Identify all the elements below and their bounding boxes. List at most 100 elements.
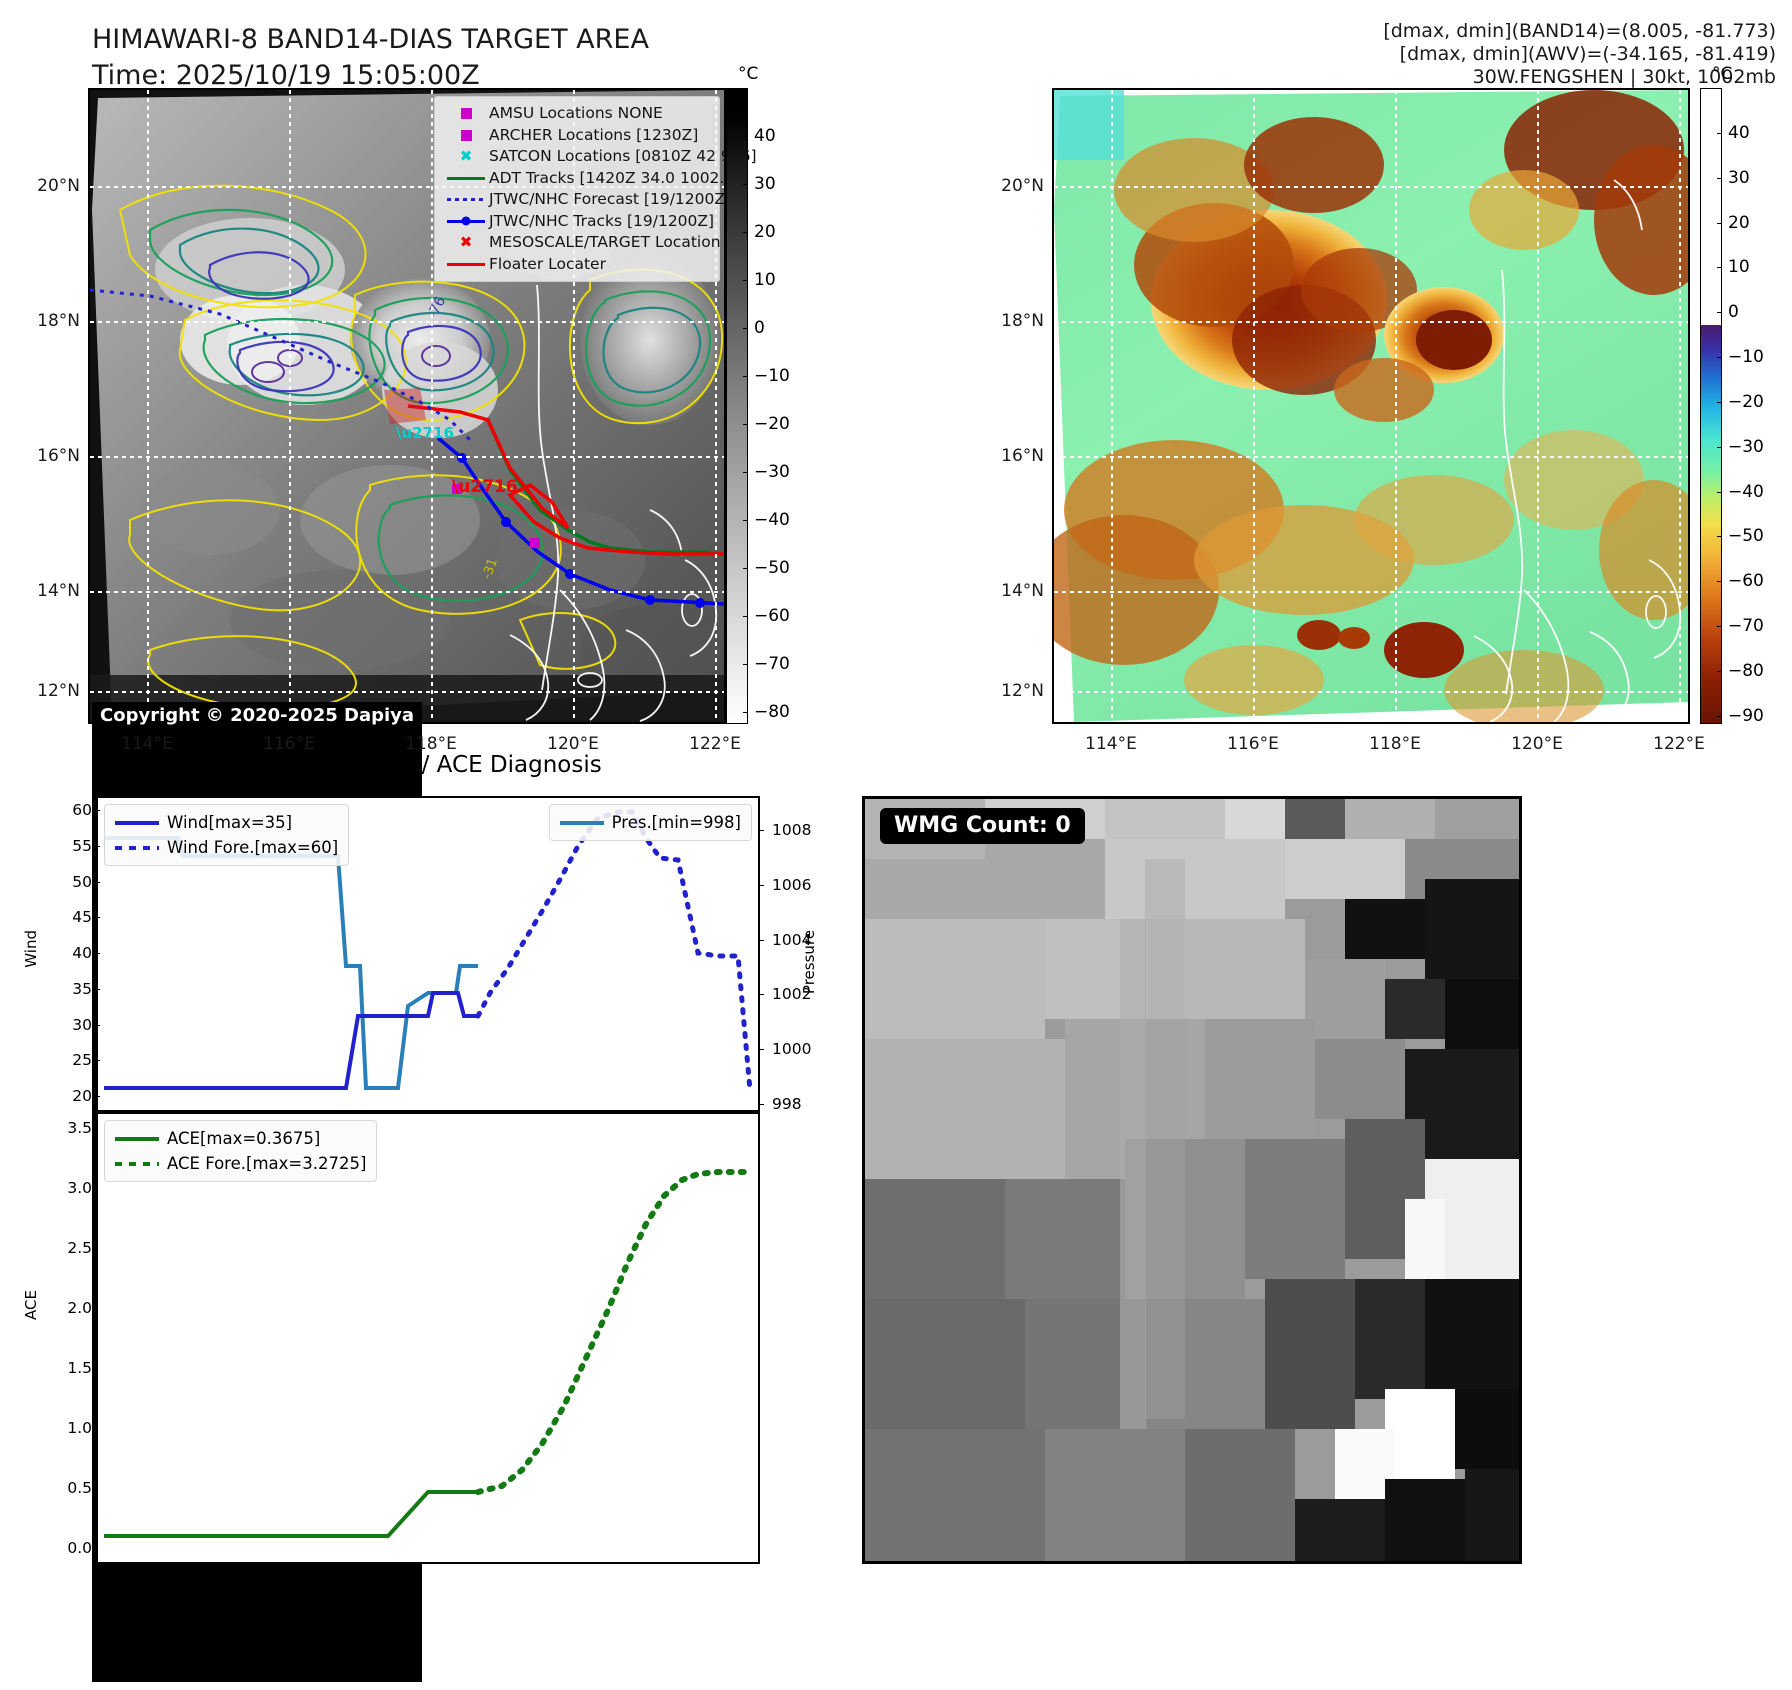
color-colorbar-tick: 40 xyxy=(1728,122,1750,143)
gray-colorbar-tickmark xyxy=(743,280,748,282)
legend-item-pressure[interactable]: Pres.[min=998] xyxy=(559,810,741,835)
wind-axis-tickmark xyxy=(94,1096,100,1097)
grid-line-vertical xyxy=(715,90,717,722)
awv-lat-tick: 16°N xyxy=(1001,446,1044,466)
pressure-axis-tickmark xyxy=(758,994,764,996)
legend-item-ace-forecast[interactable]: ACE Fore.[max=3.2725] xyxy=(115,1151,366,1176)
legend-item-jtwc-tracks[interactable]: JTWC/NHC Tracks [19/1200Z] xyxy=(443,211,714,233)
ace-forecast-dotted-line-icon xyxy=(115,1161,167,1166)
awv-satellite-map[interactable] xyxy=(1052,88,1690,724)
legend-label: ACE[max=0.3675] xyxy=(167,1129,321,1148)
legend-label: SATCON Locations [0810Z 42 996] xyxy=(489,147,757,165)
pressure-axis-tick: 1008 xyxy=(772,821,812,839)
pressure-axis-tick: 1004 xyxy=(772,930,812,949)
legend-item-adt-tracks[interactable]: ADT Tracks [1420Z 34.0 1002.4] xyxy=(443,168,740,190)
wind-solid-line-icon xyxy=(115,820,167,825)
grid-line-vertical xyxy=(573,90,575,722)
legend-label: ADT Tracks [1420Z 34.0 1002.4] xyxy=(489,168,741,187)
color-colorbar-tickmark xyxy=(1717,132,1722,134)
grid-line-horizontal xyxy=(1054,591,1688,593)
gray-colorbar-tick: −10 xyxy=(754,366,790,387)
gray-colorbar-tickmark xyxy=(743,136,748,138)
legend-label: Wind Fore.[max=60] xyxy=(167,838,339,857)
ace-axis-tick: 3.0 xyxy=(67,1179,92,1197)
grid-line-horizontal xyxy=(1054,321,1688,323)
legend-label: Pres.[min=998] xyxy=(611,813,741,832)
legend-label: MESOSCALE/TARGET Location xyxy=(489,233,721,251)
ace-observed-line xyxy=(104,1490,478,1538)
color-colorbar-tickmark xyxy=(1717,670,1722,672)
color-colorbar-tick: 10 xyxy=(1728,257,1750,278)
color-colorbar-tick: −90 xyxy=(1728,705,1764,726)
gray-colorbar-tick: 10 xyxy=(754,270,776,291)
wind-axis-tick: 45 xyxy=(72,908,92,927)
ace-axis-tick: 2.0 xyxy=(67,1299,92,1317)
pres-observed-line xyxy=(104,836,478,1090)
grid-line-horizontal xyxy=(90,321,724,323)
header-info-block: [dmax, dmin](BAND14)=(8.005, -81.773) [dm… xyxy=(1383,20,1776,89)
color-colorbar-tick: −80 xyxy=(1728,660,1764,681)
pressure-axis-tickmark xyxy=(758,1104,764,1105)
ir-lon-tick: 116°E xyxy=(263,734,315,754)
grid-line-horizontal xyxy=(1054,456,1688,458)
grid-line-horizontal xyxy=(90,456,724,458)
legend-label: Floater Locater xyxy=(489,254,606,273)
wmg-grid-image xyxy=(865,799,1519,1561)
legend-label: ARCHER Locations [1230Z] xyxy=(489,125,699,144)
wind-axis-tick: 50 xyxy=(72,872,92,891)
legend-label: JTWC/NHC Forecast [19/1200Z] xyxy=(489,190,732,208)
grid-line-vertical xyxy=(1395,90,1397,722)
wmg-grid-panel[interactable] xyxy=(862,796,1522,1564)
legend-item-jtwc-forecast[interactable]: JTWC/NHC Forecast [19/1200Z] xyxy=(443,189,731,211)
gray-colorbar-tickmark xyxy=(743,664,748,666)
legend-item-ace[interactable]: ACE[max=0.3675] xyxy=(115,1126,366,1151)
color-colorbar-tickmark xyxy=(1717,222,1722,224)
wind-axis-tickmark xyxy=(94,881,100,883)
grid-line-vertical xyxy=(1253,90,1255,722)
gray-colorbar-tickmark xyxy=(743,616,748,618)
grid-line-vertical xyxy=(289,90,291,722)
svg-text:-31: -31 xyxy=(480,556,501,581)
color-colorbar-tickmark xyxy=(1717,715,1722,717)
wind-axis-tickmark xyxy=(94,845,100,847)
gray-colorbar-tickmark xyxy=(743,712,748,714)
jtwc-track-marker-line-icon xyxy=(443,211,489,233)
pressure-line-icon xyxy=(559,820,612,825)
color-colorbar-tickmark xyxy=(1717,312,1722,314)
wind-pressure-chart[interactable]: Wind[max=35] Wind Fore.[max=60] Pres.[mi… xyxy=(96,796,760,1112)
awv-lon-tick: 122°E xyxy=(1653,734,1705,754)
ir-lat-tick: 18°N xyxy=(37,311,80,331)
ace-axis-tick: 0.0 xyxy=(67,1539,92,1557)
awv-lat-tick: 14°N xyxy=(1001,581,1044,601)
ace-chart[interactable]: ACE[max=0.3675] ACE Fore.[max=3.2725] xyxy=(96,1112,760,1564)
ace-axis-tick: 2.5 xyxy=(67,1239,92,1257)
legend-item-mesoscale-target[interactable]: ✖ MESOSCALE/TARGET Location xyxy=(443,232,721,254)
wind-axis-tickmark xyxy=(94,1060,100,1062)
svg-text:\u2716: \u2716 xyxy=(452,477,518,497)
color-colorbar xyxy=(1700,88,1722,724)
legend-item-floater-locater[interactable]: Floater Locater xyxy=(443,254,711,276)
pressure-axis-tick: 998 xyxy=(772,1095,802,1113)
wind-axis-tick: 25 xyxy=(72,1051,92,1070)
color-colorbar-tick: −20 xyxy=(1728,391,1764,412)
legend-item-amsu[interactable]: AMSU Locations NONE xyxy=(443,103,711,125)
pressure-axis-tickmark xyxy=(758,1049,764,1051)
awv-lon-tick: 114°E xyxy=(1085,734,1137,754)
legend-item-wind[interactable]: Wind[max=35] xyxy=(115,810,338,835)
grid-line-horizontal xyxy=(90,186,724,188)
wind-axis-tick: 20 xyxy=(72,1087,92,1105)
color-colorbar-unit: °C xyxy=(1712,64,1733,84)
legend-item-wind-forecast[interactable]: Wind Fore.[max=60] xyxy=(115,835,338,860)
gray-colorbar-tick: −50 xyxy=(754,558,790,579)
legend-item-satcon[interactable]: ✖ SATCON Locations [0810Z 42 996] xyxy=(443,146,757,168)
storm-summary: 30W.FENGSHEN | 30kt, 1002mb xyxy=(1472,66,1776,88)
archer-square-icon xyxy=(443,125,489,147)
color-colorbar-tick: 30 xyxy=(1728,167,1750,188)
legend-label: Wind[max=35] xyxy=(167,813,293,832)
ir-lon-tick: 122°E xyxy=(689,734,741,754)
gray-colorbar-tickmark xyxy=(743,184,748,186)
grid-line-vertical xyxy=(431,90,433,722)
svg-text:\u2716: \u2716 xyxy=(396,424,454,442)
legend-item-archer[interactable]: ARCHER Locations [1230Z] xyxy=(443,125,711,147)
